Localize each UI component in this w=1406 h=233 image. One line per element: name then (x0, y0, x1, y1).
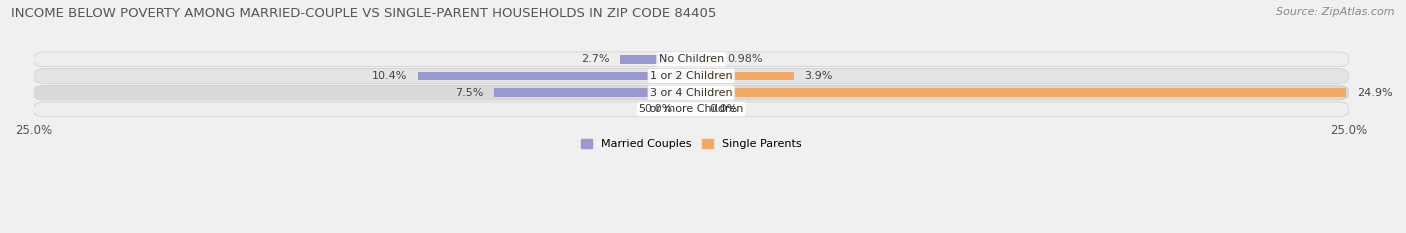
Text: 24.9%: 24.9% (1357, 88, 1392, 98)
Text: 1 or 2 Children: 1 or 2 Children (650, 71, 733, 81)
Legend: Married Couples, Single Parents: Married Couples, Single Parents (576, 134, 806, 154)
FancyBboxPatch shape (34, 52, 1348, 67)
Text: 7.5%: 7.5% (456, 88, 484, 98)
Bar (418, 72, 692, 80)
Bar (692, 55, 717, 64)
Text: INCOME BELOW POVERTY AMONG MARRIED-COUPLE VS SINGLE-PARENT HOUSEHOLDS IN ZIP COD: INCOME BELOW POVERTY AMONG MARRIED-COUPL… (11, 7, 717, 20)
Text: 0.0%: 0.0% (710, 104, 738, 114)
Bar (620, 55, 692, 64)
Bar (692, 88, 1346, 97)
Bar (494, 88, 692, 97)
FancyBboxPatch shape (34, 102, 1348, 116)
Text: Source: ZipAtlas.com: Source: ZipAtlas.com (1277, 7, 1395, 17)
Text: No Children: No Children (658, 54, 724, 64)
Text: 3.9%: 3.9% (804, 71, 832, 81)
Text: 0.98%: 0.98% (727, 54, 763, 64)
Text: 10.4%: 10.4% (371, 71, 408, 81)
Text: 5 or more Children: 5 or more Children (638, 104, 744, 114)
FancyBboxPatch shape (34, 85, 1348, 100)
FancyBboxPatch shape (34, 69, 1348, 83)
Bar (692, 72, 794, 80)
Text: 2.7%: 2.7% (581, 54, 610, 64)
Text: 0.0%: 0.0% (644, 104, 673, 114)
Text: 3 or 4 Children: 3 or 4 Children (650, 88, 733, 98)
